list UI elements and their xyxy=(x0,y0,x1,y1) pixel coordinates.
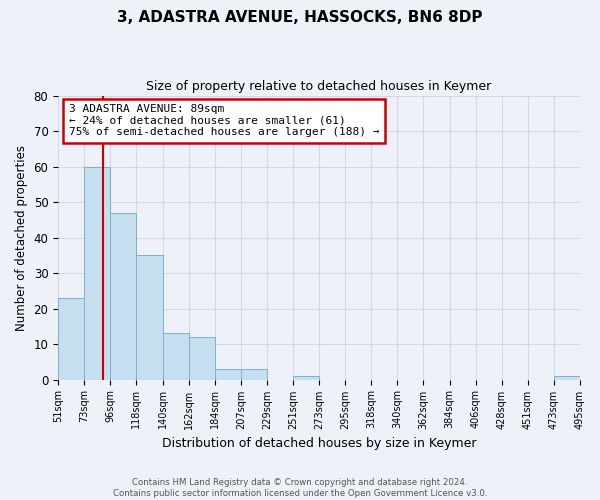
Bar xyxy=(84,166,110,380)
Bar xyxy=(163,334,188,380)
Bar xyxy=(188,337,215,380)
Bar xyxy=(293,376,319,380)
Text: 3 ADASTRA AVENUE: 89sqm
← 24% of detached houses are smaller (61)
75% of semi-de: 3 ADASTRA AVENUE: 89sqm ← 24% of detache… xyxy=(68,104,379,138)
Y-axis label: Number of detached properties: Number of detached properties xyxy=(15,144,28,330)
Bar xyxy=(136,256,163,380)
Bar xyxy=(58,298,84,380)
Text: 3, ADASTRA AVENUE, HASSOCKS, BN6 8DP: 3, ADASTRA AVENUE, HASSOCKS, BN6 8DP xyxy=(117,10,483,25)
Bar xyxy=(215,369,241,380)
Bar xyxy=(554,376,580,380)
Bar xyxy=(241,369,267,380)
Text: Contains HM Land Registry data © Crown copyright and database right 2024.
Contai: Contains HM Land Registry data © Crown c… xyxy=(113,478,487,498)
Bar xyxy=(110,212,136,380)
X-axis label: Distribution of detached houses by size in Keymer: Distribution of detached houses by size … xyxy=(162,437,476,450)
Title: Size of property relative to detached houses in Keymer: Size of property relative to detached ho… xyxy=(146,80,492,93)
